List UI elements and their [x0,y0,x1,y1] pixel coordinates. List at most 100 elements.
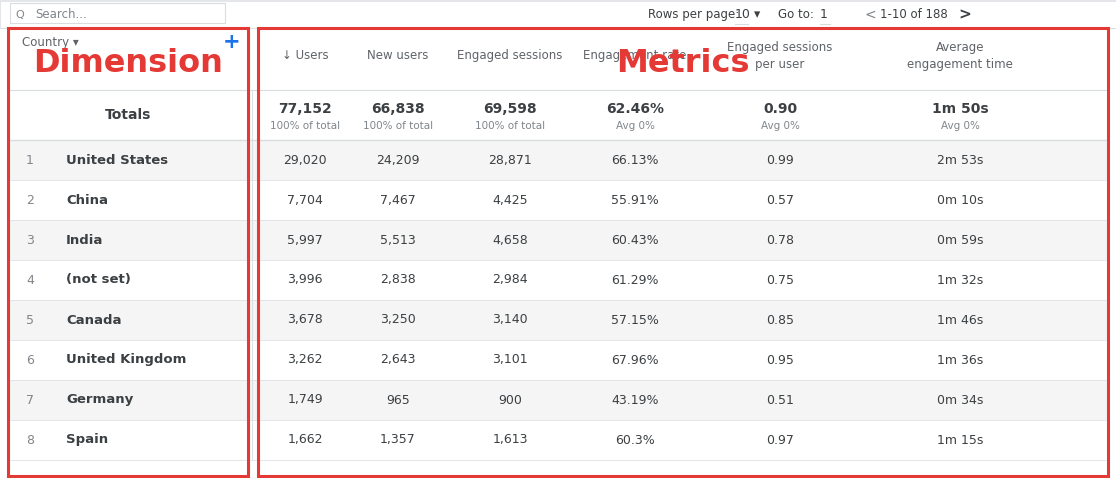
Text: Avg 0%: Avg 0% [761,121,799,131]
Bar [8,380,1108,420]
Text: 1,357: 1,357 [381,434,416,446]
Text: 0.99: 0.99 [766,153,793,166]
Bar [8,180,1108,220]
Text: 7: 7 [26,393,33,406]
Text: 1: 1 [820,8,828,21]
Text: 0.90: 0.90 [763,102,797,116]
Text: 0.51: 0.51 [766,393,793,406]
Text: 965: 965 [386,393,410,406]
Text: 2m 53s: 2m 53s [936,153,983,166]
Text: 1m 36s: 1m 36s [936,354,983,367]
Text: United States: United States [66,153,169,166]
Text: 24,209: 24,209 [376,153,420,166]
Text: 60.3%: 60.3% [615,434,655,446]
Text: 66,838: 66,838 [372,102,425,116]
Text: Country ▾: Country ▾ [22,35,79,48]
Text: 1m 32s: 1m 32s [936,273,983,286]
Text: Totals: Totals [105,108,151,122]
Text: +: + [223,32,241,52]
Bar [8,260,1108,300]
Text: 2,643: 2,643 [381,354,416,367]
Text: 3,140: 3,140 [492,314,528,326]
Text: 0m 34s: 0m 34s [936,393,983,406]
Text: 1,749: 1,749 [287,393,323,406]
Text: 29,020: 29,020 [283,153,327,166]
Text: 57.15%: 57.15% [612,314,658,326]
Text: Metrics: Metrics [616,48,750,79]
Text: 1m 50s: 1m 50s [932,102,989,116]
Bar [8,28,248,476]
Text: 7,704: 7,704 [287,194,323,206]
Bar [8,420,1108,460]
Text: 8: 8 [26,434,33,446]
Text: 67.96%: 67.96% [612,354,658,367]
Text: New users: New users [367,49,429,63]
Text: 5: 5 [26,314,33,326]
Text: 1,613: 1,613 [492,434,528,446]
Text: 1m 46s: 1m 46s [936,314,983,326]
Text: 61.29%: 61.29% [612,273,658,286]
Text: 60.43%: 60.43% [612,233,658,247]
Text: 1,662: 1,662 [287,434,323,446]
Text: 0m 59s: 0m 59s [936,233,983,247]
Text: (not set): (not set) [66,273,131,286]
Text: 7,467: 7,467 [381,194,416,206]
Text: 0.75: 0.75 [766,273,793,286]
Text: Rows per page:: Rows per page: [648,8,739,21]
Text: Avg 0%: Avg 0% [616,121,654,131]
Text: 3,101: 3,101 [492,354,528,367]
Text: Q: Q [16,10,25,20]
Text: 0.85: 0.85 [766,314,793,326]
Text: 3,996: 3,996 [287,273,323,286]
Text: Spain: Spain [66,434,108,446]
Text: 0.78: 0.78 [766,233,793,247]
Text: <: < [865,8,877,22]
Bar [8,300,1108,340]
Text: 1m 15s: 1m 15s [936,434,983,446]
Text: >: > [958,7,971,22]
Text: 4,658: 4,658 [492,233,528,247]
Text: 62.46%: 62.46% [606,102,664,116]
Text: 3,250: 3,250 [381,314,416,326]
Text: 0m 10s: 0m 10s [936,194,983,206]
Text: 4,425: 4,425 [492,194,528,206]
Bar [8,140,1108,180]
Text: 1-10 of 188: 1-10 of 188 [881,8,947,21]
Text: 55.91%: 55.91% [612,194,658,206]
Text: 0.57: 0.57 [766,194,793,206]
Text: 1: 1 [26,153,33,166]
Text: 3: 3 [26,233,33,247]
Text: China: China [66,194,108,206]
Text: Engaged sessions
per user: Engaged sessions per user [728,41,833,71]
Text: 100% of total: 100% of total [270,121,340,131]
Text: Avg 0%: Avg 0% [941,121,980,131]
Text: 5,513: 5,513 [381,233,416,247]
Text: Engagement rate: Engagement rate [584,49,686,63]
Text: 69,598: 69,598 [483,102,537,116]
Text: Search...: Search... [35,8,87,21]
Bar [10,3,225,23]
Bar [8,340,1108,380]
Text: 100% of total: 100% of total [363,121,433,131]
Text: Average
engagement time: Average engagement time [907,41,1013,71]
Text: India: India [66,233,104,247]
Text: 6: 6 [26,354,33,367]
Text: ↓ Users: ↓ Users [281,49,328,63]
Text: 4: 4 [26,273,33,286]
Text: 28,871: 28,871 [488,153,532,166]
Text: 2,984: 2,984 [492,273,528,286]
Text: ▾: ▾ [750,8,760,21]
Text: 100% of total: 100% of total [475,121,545,131]
Text: Go to:: Go to: [778,8,814,21]
Text: 3,262: 3,262 [287,354,323,367]
Text: Canada: Canada [66,314,122,326]
Text: United Kingdom: United Kingdom [66,354,186,367]
Text: 3,678: 3,678 [287,314,323,326]
Text: 66.13%: 66.13% [612,153,658,166]
Text: 43.19%: 43.19% [612,393,658,406]
Text: 5,997: 5,997 [287,233,323,247]
Text: Dimension: Dimension [33,48,223,79]
Text: 2: 2 [26,194,33,206]
Text: 0.95: 0.95 [766,354,793,367]
Text: 2,838: 2,838 [381,273,416,286]
